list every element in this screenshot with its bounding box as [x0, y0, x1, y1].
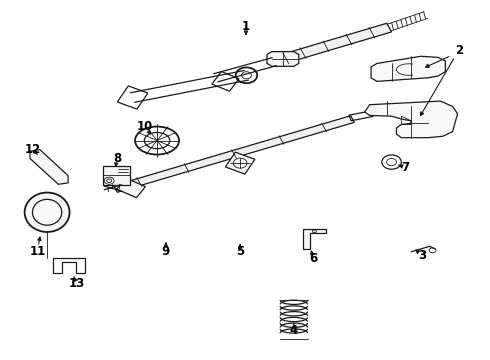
- Polygon shape: [267, 51, 299, 66]
- Text: 5: 5: [236, 245, 244, 258]
- Polygon shape: [117, 178, 146, 198]
- Polygon shape: [272, 23, 392, 66]
- Polygon shape: [30, 149, 68, 184]
- Polygon shape: [303, 229, 326, 249]
- Text: 11: 11: [29, 244, 46, 257]
- Ellipse shape: [24, 193, 70, 232]
- Text: 6: 6: [309, 252, 318, 265]
- Text: 10: 10: [137, 121, 153, 134]
- Text: 7: 7: [401, 161, 409, 174]
- Polygon shape: [371, 56, 445, 81]
- Text: 13: 13: [68, 277, 85, 290]
- Polygon shape: [365, 101, 458, 138]
- Text: 1: 1: [242, 20, 250, 33]
- Polygon shape: [103, 166, 130, 185]
- Polygon shape: [114, 116, 354, 192]
- Text: 9: 9: [162, 244, 170, 257]
- Text: 4: 4: [290, 324, 298, 337]
- Text: 2: 2: [455, 44, 463, 57]
- Text: 8: 8: [113, 152, 121, 165]
- Polygon shape: [225, 152, 255, 174]
- Text: 3: 3: [418, 249, 426, 262]
- Text: 12: 12: [24, 143, 41, 156]
